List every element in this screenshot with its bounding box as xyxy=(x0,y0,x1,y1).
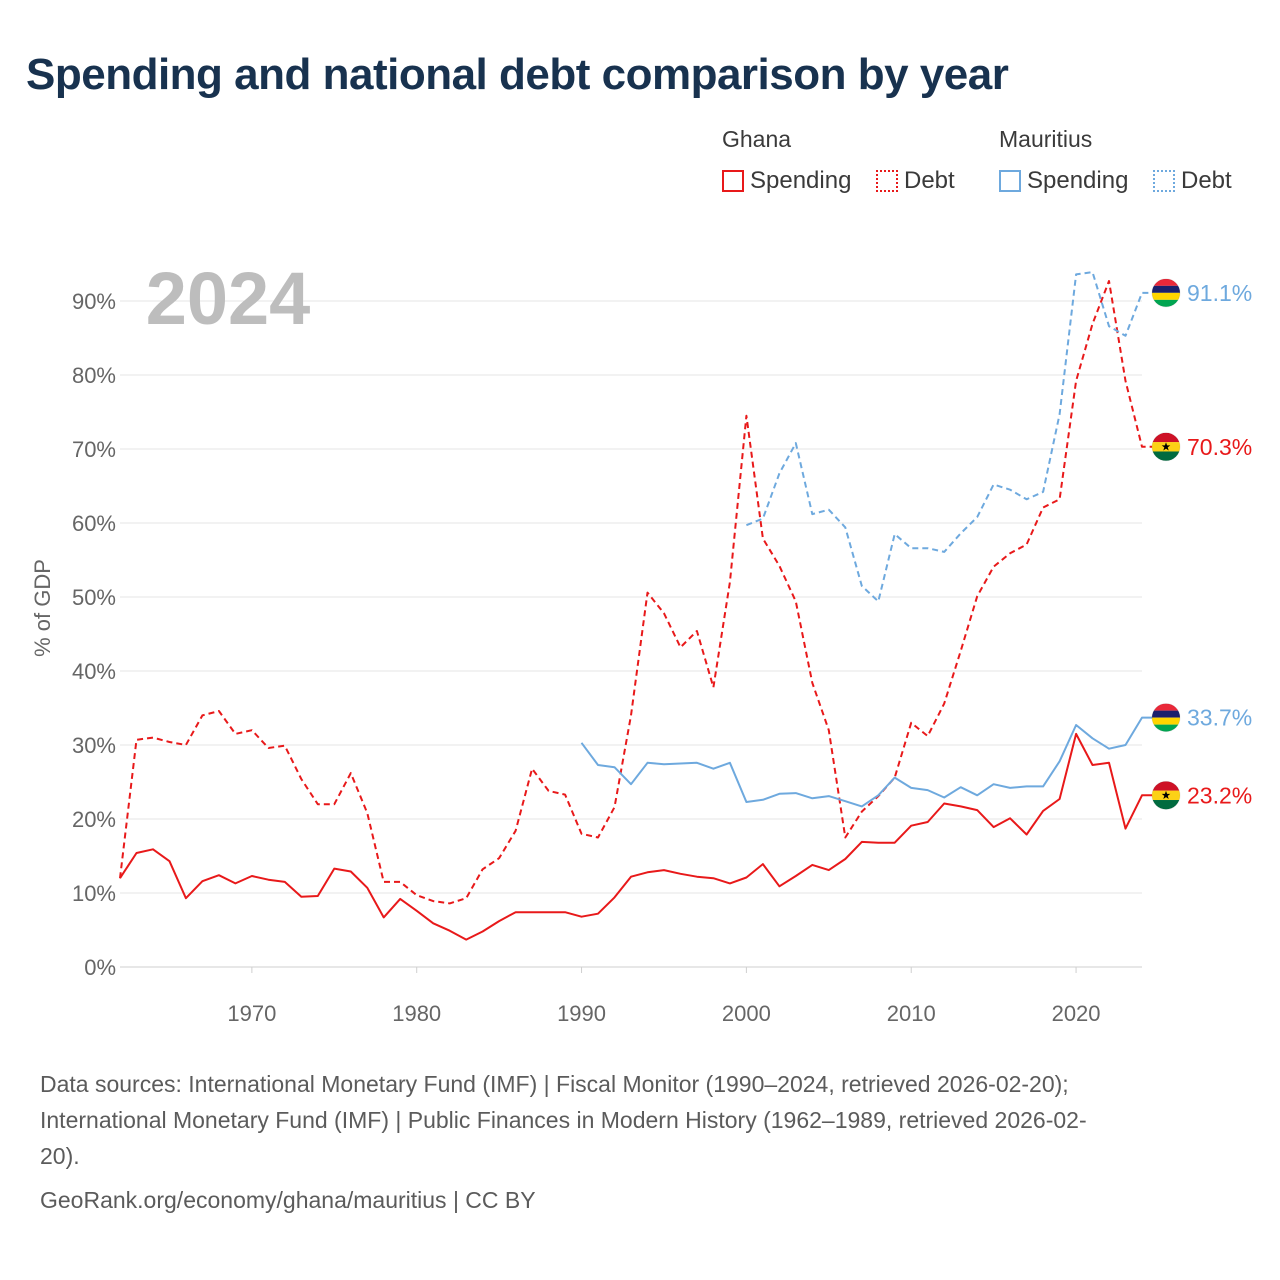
mauritius-spending-end-label: 33.7% xyxy=(1187,705,1252,731)
y-axis-label: % of GDP xyxy=(30,559,55,657)
legend-ghana-spending-label: Spending xyxy=(750,167,852,194)
data-sources: Data sources: International Monetary Fun… xyxy=(40,1066,1240,1174)
ghana-debt-end-label: 70.3% xyxy=(1187,434,1252,460)
sources-line-1: Data sources: International Monetary Fun… xyxy=(40,1071,1069,1097)
mauritius-flag-icon xyxy=(1151,703,1181,733)
legend-swatch-mauritius-debt xyxy=(1153,170,1175,192)
y-axis-ticks: 0% 10% 20% 30% 40% 50% 60% 70% 80% 90% xyxy=(72,289,116,980)
x-tick-label: 2020 xyxy=(1052,1001,1101,1026)
page-title: Spending and national debt comparison by… xyxy=(26,50,1009,99)
legend-ghana-label: Ghana xyxy=(722,126,792,152)
y-tick-label: 30% xyxy=(72,733,116,758)
x-tick-label: 2010 xyxy=(887,1001,936,1026)
sources-line-3: 20). xyxy=(40,1143,80,1169)
sources-line-2: International Monetary Fund (IMF) | Publ… xyxy=(40,1107,1087,1133)
legend-mauritius-debt-label: Debt xyxy=(1181,167,1232,194)
ghana-flag-icon xyxy=(1151,432,1181,462)
mauritius-flag-icon xyxy=(1151,278,1181,308)
ghana-spending-line xyxy=(119,732,1152,941)
y-tick-label: 20% xyxy=(72,807,116,832)
legend-ghana-spending[interactable]: Spending xyxy=(722,167,851,195)
ghana-flag-icon xyxy=(1151,780,1181,810)
legend-mauritius-spending[interactable]: Spending xyxy=(999,167,1128,195)
legend-ghana-debt[interactable]: Debt xyxy=(876,167,955,195)
ghana-debt-line xyxy=(119,280,1152,905)
end-flags: 23.2% 70.3% 33.7% 91.1% xyxy=(1151,278,1252,810)
line-chart: 0%10%20%30%40%50%60%70%80%90% 1970 1980 19… xyxy=(30,257,1252,1026)
mauritius-spending-line xyxy=(580,716,1152,808)
legend-mauritius-label: Mauritius xyxy=(999,126,1093,152)
x-tick-label: 1980 xyxy=(392,1001,441,1026)
series-lines xyxy=(119,271,1152,941)
y-tick-label: 60% xyxy=(72,511,116,536)
credit-link[interactable]: GeoRank.org/economy/ghana/mauritius | CC… xyxy=(40,1187,536,1213)
x-axis-ticks: 1970 1980 1990 2000 2010 2020 xyxy=(227,967,1101,1026)
y-tick-label: 90% xyxy=(72,289,116,314)
gridlines xyxy=(120,300,1142,968)
y-tick-label: 10% xyxy=(72,881,116,906)
legend-mauritius-spending-label: Spending xyxy=(1027,167,1129,194)
legend-swatch-ghana-debt xyxy=(876,170,898,192)
ghana-spending-end-label: 23.2% xyxy=(1187,782,1252,808)
x-tick-label: 1970 xyxy=(227,1001,276,1026)
y-tick-label: 80% xyxy=(72,363,116,388)
year-watermark: 2024 xyxy=(146,257,311,340)
legend-ghana-debt-label: Debt xyxy=(904,167,955,194)
x-tick-label: 1990 xyxy=(557,1001,606,1026)
mauritius-debt-line xyxy=(746,271,1152,603)
legend-swatch-ghana-spending xyxy=(722,170,744,192)
y-tick-label: 0% xyxy=(84,955,116,980)
mauritius-debt-end-label: 91.1% xyxy=(1187,280,1252,306)
y-tick-label: 70% xyxy=(72,437,116,462)
x-tick-label: 2000 xyxy=(722,1001,771,1026)
legend-mauritius-debt[interactable]: Debt xyxy=(1153,167,1232,195)
y-tick-label: 50% xyxy=(72,585,116,610)
legend-swatch-mauritius-spending xyxy=(999,170,1021,192)
y-tick-label: 40% xyxy=(72,659,116,684)
